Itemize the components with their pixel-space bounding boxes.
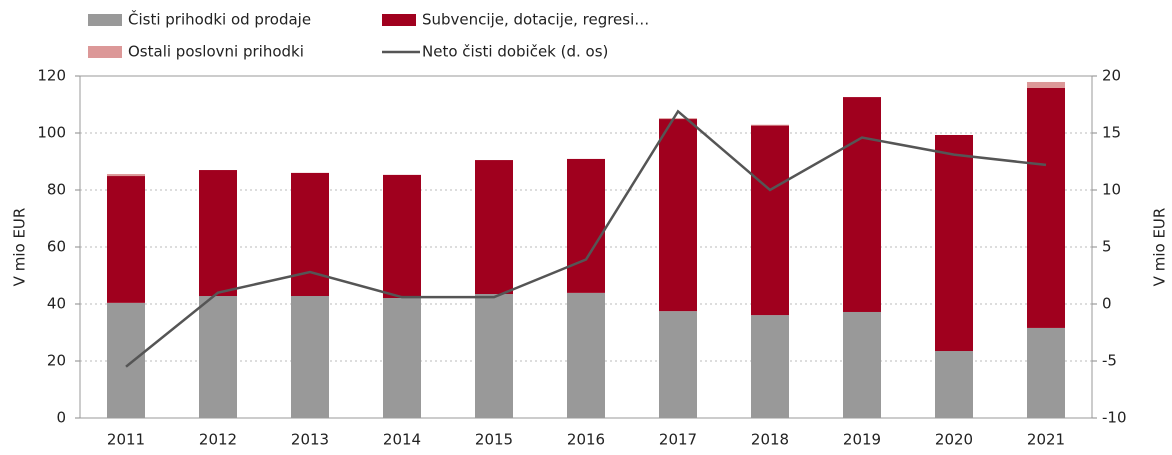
- bar-segment: [199, 296, 237, 418]
- bar-segment: [751, 315, 789, 418]
- bar-segment: [1027, 81, 1065, 88]
- bar-segment: [291, 172, 329, 297]
- bar-segment: [659, 119, 697, 312]
- bar-segment: [567, 292, 605, 418]
- y-tick-label: 60: [47, 238, 66, 256]
- x-tick-label: 2021: [1027, 431, 1065, 449]
- bar-segment: [567, 158, 605, 293]
- legend-label: Čisti prihodki od prodaje: [128, 10, 311, 29]
- bar-segment: [475, 160, 513, 295]
- x-tick-label: 2015: [475, 431, 513, 449]
- bar-segment: [383, 298, 421, 418]
- x-tick-label: 2014: [383, 431, 421, 449]
- bar-segment: [659, 311, 697, 418]
- bar-segment: [475, 294, 513, 418]
- y-axis-label: V mio EUR: [11, 208, 29, 287]
- bar-segment: [751, 125, 789, 316]
- bar-segment: [659, 118, 697, 120]
- bar-segment: [291, 296, 329, 418]
- x-tick-label: 2013: [291, 431, 329, 449]
- bar-segment: [935, 351, 973, 418]
- bar-segment: [107, 174, 145, 177]
- x-tick-label: 2016: [567, 431, 605, 449]
- bar-segment: [199, 170, 237, 297]
- y-tick-label: 100: [37, 124, 66, 142]
- legend-label: Subvencije, dotacije, regresi…: [422, 11, 649, 29]
- y-tick-label: 0: [56, 409, 66, 427]
- bar-segment: [383, 174, 421, 299]
- y2-axis-label: V mio EUR: [1151, 208, 1169, 287]
- legend-swatch: [88, 46, 122, 58]
- bar-segment: [107, 176, 145, 303]
- bar-segment: [1027, 327, 1065, 418]
- legend-label: Neto čisti dobiček (d. os): [422, 43, 608, 61]
- y2-tick-label: 5: [1102, 238, 1112, 256]
- y-tick-label: 80: [47, 181, 66, 199]
- x-tick-label: 2019: [843, 431, 881, 449]
- legend-label: Ostali poslovni prihodki: [128, 43, 304, 61]
- x-tick-label: 2018: [751, 431, 789, 449]
- bar-segment: [843, 97, 881, 312]
- y2-tick-label: -10: [1102, 409, 1127, 427]
- y2-tick-label: 20: [1102, 67, 1121, 85]
- x-tick-label: 2017: [659, 431, 697, 449]
- bar-segment: [107, 302, 145, 418]
- bar-segment: [843, 311, 881, 418]
- bar-segment: [1027, 87, 1065, 328]
- legend-swatch: [88, 14, 122, 26]
- y2-tick-label: 0: [1102, 295, 1112, 313]
- x-tick-label: 2020: [935, 431, 973, 449]
- bar-segment: [935, 134, 973, 352]
- x-tick-label: 2011: [107, 431, 145, 449]
- legend-swatch: [382, 14, 416, 26]
- y2-tick-label: -5: [1102, 352, 1117, 370]
- x-tick-label: 2012: [199, 431, 237, 449]
- y-tick-label: 20: [47, 352, 66, 370]
- y2-tick-label: 10: [1102, 181, 1121, 199]
- y-tick-label: 40: [47, 295, 66, 313]
- y-tick-label: 120: [37, 67, 66, 85]
- line-series: [125, 109, 1047, 368]
- bar-segment: [751, 124, 789, 126]
- y2-tick-label: 15: [1102, 124, 1121, 142]
